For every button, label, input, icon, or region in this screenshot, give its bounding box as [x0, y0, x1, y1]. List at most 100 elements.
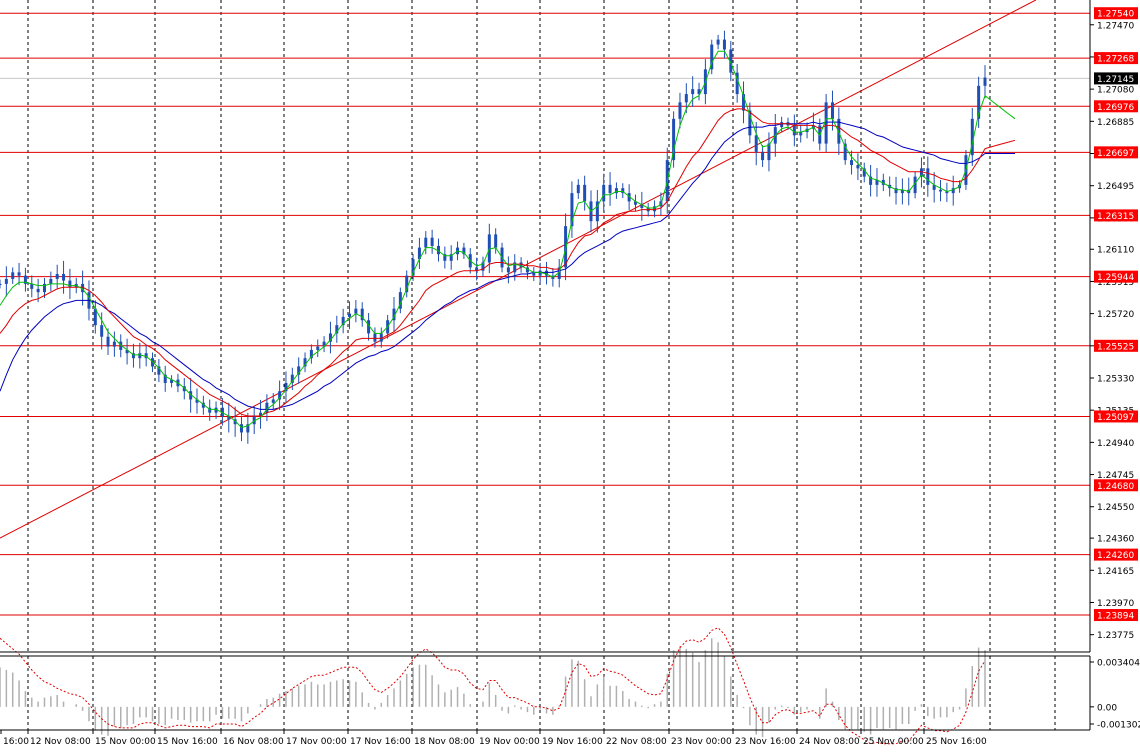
- price-bar-body: [939, 189, 943, 192]
- price-bar-body: [754, 135, 758, 152]
- price-bar-body: [284, 382, 288, 392]
- price-bar-body: [360, 308, 364, 321]
- price-bar-body: [424, 237, 428, 248]
- price-bar-body: [182, 386, 186, 392]
- price-bar-body: [252, 415, 256, 425]
- price-axis-label: 1.27080: [1097, 86, 1134, 96]
- price-bar-body: [23, 275, 27, 284]
- oscillator-signal-line: [0, 627, 986, 745]
- level-price-tag: [1094, 100, 1138, 113]
- time-axis-label: 16:00: [3, 737, 29, 747]
- price-axis-label: 1.24745: [1097, 471, 1134, 481]
- price-bar-body: [767, 143, 771, 161]
- price-bar-body: [303, 358, 307, 367]
- price-bar-body: [348, 313, 352, 317]
- time-axis-label: 24 Nov 08:00: [799, 737, 860, 747]
- price-bar-body: [49, 278, 53, 284]
- price-bar-body: [951, 188, 955, 194]
- level-price-tag: [1094, 548, 1138, 561]
- price-bar-body: [710, 44, 714, 70]
- price-axis-label: 1.25330: [1097, 374, 1134, 384]
- ma-mid-projection: [984, 139, 1016, 150]
- level-price-label: 1.24260: [1097, 551, 1134, 561]
- price-bar-body: [557, 267, 561, 279]
- price-bar-body: [627, 193, 631, 202]
- time-axis-label: 18 Nov 08:00: [414, 737, 475, 747]
- price-bar-body: [17, 272, 21, 276]
- price-bar-body: [525, 267, 529, 273]
- price-bar-body: [653, 206, 657, 212]
- price-bar-body: [735, 72, 739, 95]
- time-axis-label: 16 Nov 08:00: [223, 737, 284, 747]
- price-axis-label: 1.24360: [1097, 535, 1134, 545]
- price-bar-body: [379, 333, 383, 342]
- current-price-tag: [1094, 72, 1138, 85]
- price-bar-body: [62, 274, 66, 281]
- time-axis-label: 17 Nov 00:00: [286, 737, 347, 747]
- price-bar-body: [506, 267, 510, 273]
- level-price-label: 1.26976: [1097, 103, 1134, 113]
- price-bar-body: [761, 151, 765, 161]
- price-bar-body: [824, 102, 828, 144]
- trendline: [0, 0, 1037, 539]
- time-axis-label: 19 Nov 00:00: [479, 737, 540, 747]
- level-price-tag: [1094, 410, 1138, 423]
- price-bar-body: [119, 341, 123, 350]
- price-bar-body: [405, 275, 409, 293]
- current-price-label: 1.27145: [1097, 75, 1134, 85]
- price-bar-body: [106, 336, 110, 347]
- price-bar-body: [487, 234, 491, 263]
- price-axis-label: 1.25720: [1097, 310, 1134, 320]
- level-price-label: 1.24680: [1097, 482, 1134, 492]
- price-bar-body: [932, 184, 936, 190]
- time-axis-label: 23 Nov 00:00: [671, 737, 732, 747]
- horizontal-levels: [0, 12, 1090, 616]
- price-bar-body: [875, 179, 879, 185]
- ma-fast-line: [0, 50, 986, 429]
- price-axis-label: 1.24165: [1097, 567, 1134, 577]
- price-grid: [0, 0, 1090, 652]
- level-price-label: 1.25525: [1097, 342, 1134, 352]
- price-bar-body: [93, 308, 97, 326]
- price-bar-body: [195, 399, 199, 403]
- price-bar-body: [259, 412, 263, 416]
- osc-axis-label: 0.003404: [1097, 659, 1140, 669]
- price-bar-body: [576, 184, 580, 194]
- price-bar-body: [163, 374, 167, 383]
- price-bar-body: [367, 320, 371, 334]
- price-bar-body: [608, 184, 612, 194]
- price-bar-body: [322, 341, 326, 347]
- level-price-label: 1.25944: [1097, 273, 1134, 283]
- price-bar-body: [545, 270, 549, 276]
- price-axis: 1.274701.272751.270801.268851.266901.264…: [1090, 7, 1138, 641]
- level-price-tag: [1094, 270, 1138, 283]
- price-bar-body: [672, 118, 676, 161]
- price-bar-body: [538, 270, 542, 276]
- price-bar-body: [265, 402, 269, 413]
- price-bar-body: [100, 325, 104, 337]
- price-bar-body: [678, 102, 682, 119]
- price-bar-body: [862, 168, 866, 177]
- price-bar-body: [945, 191, 949, 194]
- price-bar-body: [900, 189, 904, 194]
- price-bar-body: [227, 415, 231, 420]
- price-bar-body: [564, 226, 568, 268]
- price-axis-label: 1.24940: [1097, 439, 1134, 449]
- price-bar-body: [125, 349, 129, 354]
- price-bar-body: [328, 333, 332, 342]
- ma-fast-projection: [984, 95, 1016, 120]
- price-bar-body: [11, 272, 15, 279]
- price-bar-body: [881, 179, 885, 185]
- price-bar-body: [481, 262, 485, 271]
- price-bar-body: [494, 234, 498, 248]
- ma-slow-line: [0, 121, 986, 410]
- price-bar-body: [42, 283, 46, 293]
- price-bar-body: [633, 201, 637, 205]
- price-bar-body: [68, 280, 72, 288]
- ma-mid-line: [0, 108, 986, 417]
- price-bar-body: [151, 358, 155, 367]
- level-price-label: 1.27268: [1097, 55, 1134, 65]
- price-bar-body: [513, 262, 517, 273]
